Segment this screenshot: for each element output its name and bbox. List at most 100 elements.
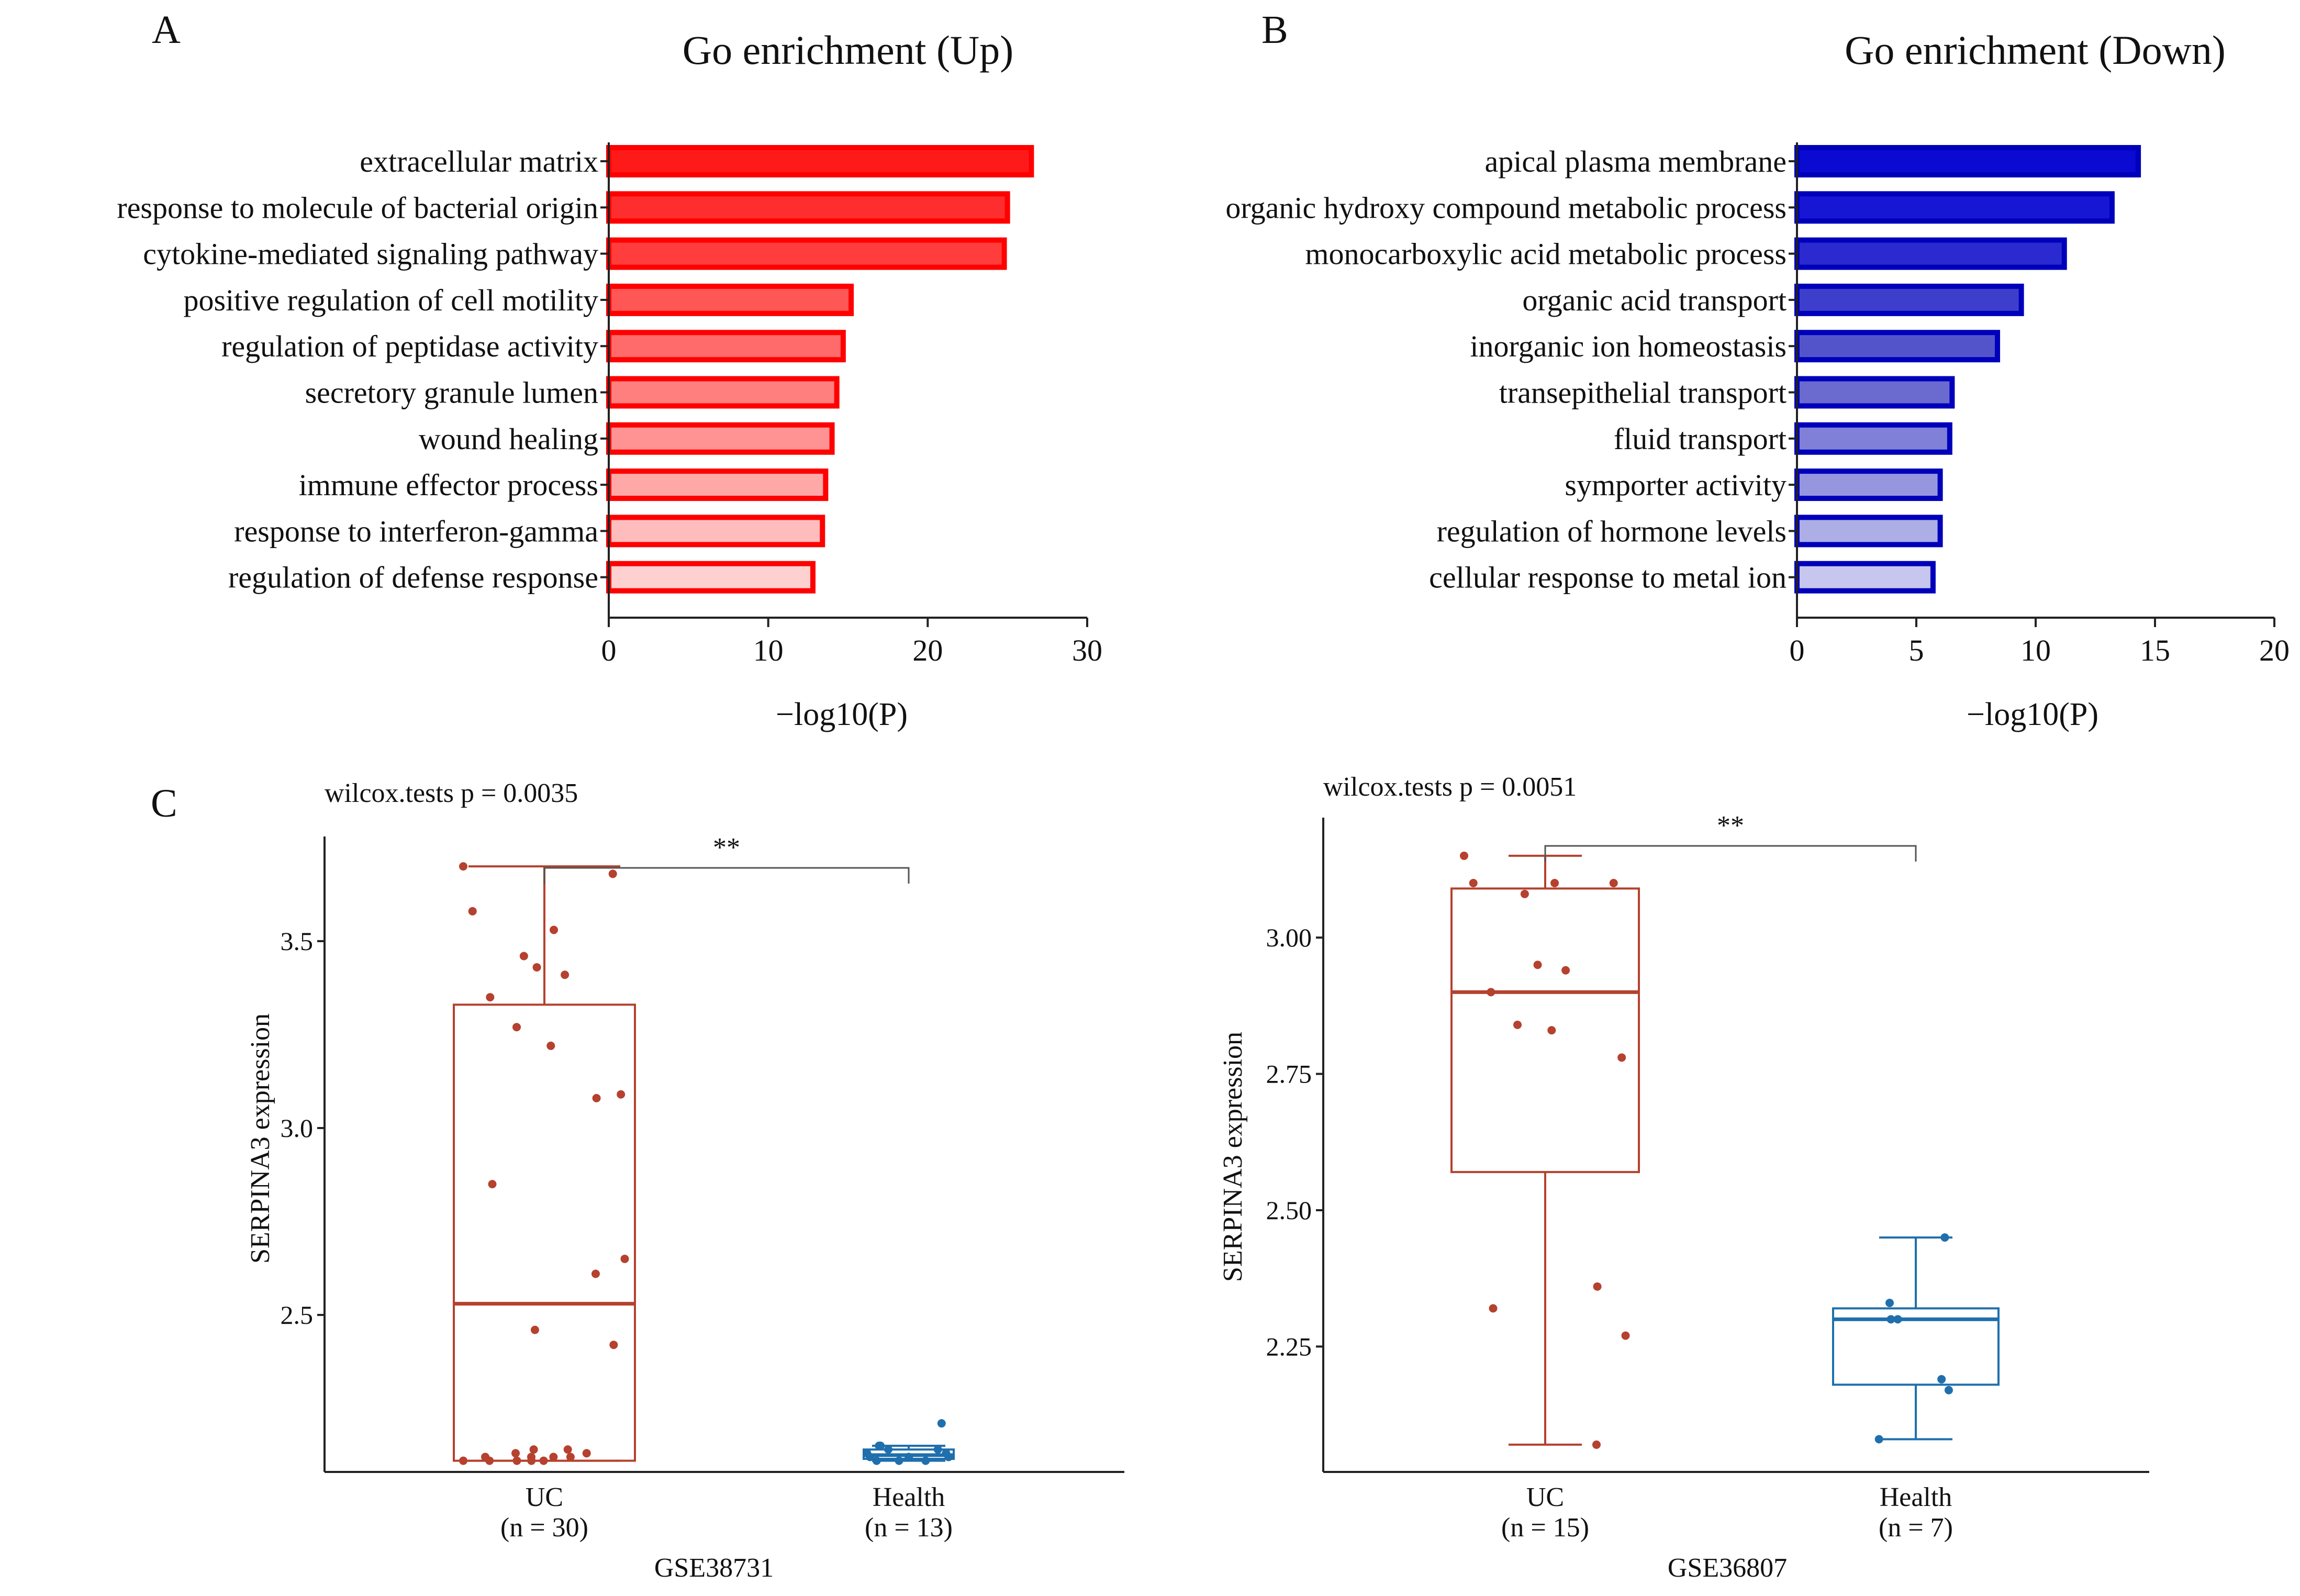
data-point <box>1520 889 1529 898</box>
panel-c2-y-axis-label: SERPINA3 expression <box>1218 1032 1248 1282</box>
box-uc <box>453 1003 636 1462</box>
bar-7 <box>1794 422 1952 455</box>
bar-4 <box>606 283 854 316</box>
data-point <box>1609 879 1618 887</box>
data-point <box>529 1445 538 1454</box>
category-label: fluid transport <box>1614 422 1787 456</box>
data-point <box>566 1453 575 1461</box>
panel-c1-plot: 2.5 3.0 3.5 UC(n = 30) Health(n = 13) ** <box>281 833 1124 1543</box>
group-n-label: (n = 13) <box>865 1513 953 1543</box>
data-point <box>617 1090 626 1099</box>
data-point <box>511 1449 520 1458</box>
data-point <box>1460 851 1468 860</box>
category-label: cellular response to metal ion <box>1429 561 1787 595</box>
box-health <box>1832 1307 2000 1386</box>
category-label: response to molecule of bacterial origin <box>117 191 598 225</box>
bar-9 <box>1794 515 1943 548</box>
bar-8 <box>1794 468 1943 501</box>
panel-a-bars <box>606 145 1034 594</box>
data-point <box>884 1445 893 1454</box>
category-label: wound healing <box>419 422 598 456</box>
bar-8 <box>606 468 829 501</box>
data-point <box>1489 1304 1498 1313</box>
x-tick-label: 0 <box>1790 633 1805 667</box>
data-point <box>582 1449 591 1458</box>
data-point <box>944 1453 953 1461</box>
category-label: apical plasma membrane <box>1484 144 1787 178</box>
category-label: immune effector process <box>299 468 598 502</box>
group-n-label: (n = 15) <box>1501 1513 1589 1543</box>
data-point <box>530 1325 539 1334</box>
x-tick-label: 10 <box>2020 633 2051 667</box>
y-tick-label: 3.0 <box>281 1113 314 1143</box>
box-uc <box>1450 887 1640 1174</box>
bar-2 <box>1794 191 2115 224</box>
data-point <box>550 925 559 934</box>
category-label: organic acid transport <box>1522 283 1787 317</box>
bar-3 <box>606 237 1007 270</box>
bar-1 <box>1794 145 2141 177</box>
x-tick-label: 0 <box>601 633 617 667</box>
x-tick-label: 20 <box>2259 633 2290 667</box>
data-point <box>485 1456 494 1465</box>
bar-10 <box>1794 561 1936 594</box>
category-label: secretory granule lumen <box>305 376 598 410</box>
bar-7 <box>606 422 835 455</box>
panel-c2-x-axis-label: GSE36807 <box>1668 1553 1787 1583</box>
data-point <box>895 1456 903 1465</box>
x-tick-label: 5 <box>1909 633 1924 667</box>
x-tick-label: 30 <box>1072 633 1102 667</box>
bar-3 <box>1794 237 2067 270</box>
category-label: regulation of peptidase activity <box>221 329 598 363</box>
data-point <box>921 1456 930 1465</box>
group-n-label: (n = 30) <box>500 1513 588 1543</box>
data-point <box>1469 879 1478 887</box>
panel-b-letter: B <box>1261 8 1288 52</box>
data-point <box>488 1180 497 1189</box>
panel-c2-title: wilcox.tests p = 0.0051 <box>1323 772 1577 802</box>
data-point <box>468 907 477 916</box>
y-tick-label: 2.25 <box>1266 1332 1312 1361</box>
data-point <box>1944 1386 1953 1394</box>
data-point <box>459 1456 468 1465</box>
data-point <box>1885 1299 1894 1308</box>
significance-stars: ** <box>713 833 740 863</box>
category-label: regulation of hormone levels <box>1437 514 1787 548</box>
y-tick-label: 2.5 <box>281 1300 314 1330</box>
data-point <box>1886 1315 1895 1324</box>
bar-5 <box>1794 330 2001 363</box>
data-point <box>527 1456 536 1465</box>
data-point <box>609 1341 618 1349</box>
data-point <box>486 993 495 1002</box>
data-point <box>546 1041 555 1050</box>
panel-a-title: Go enrichment (Up) <box>683 27 1013 73</box>
data-point <box>1874 1435 1883 1444</box>
data-point <box>591 1269 600 1278</box>
category-label: response to interferon-gamma <box>234 514 598 548</box>
panel-c-gse38731: C wilcox.tests p = 0.0035 SERPINA3 expre… <box>151 778 1124 1583</box>
y-tick-label: 3.5 <box>281 927 314 956</box>
data-point <box>1617 1053 1626 1062</box>
data-point <box>459 862 467 871</box>
panel-b-axes: apical plasma membrane organic hydroxy co… <box>1225 142 2290 667</box>
panel-b-bars <box>1794 145 2141 594</box>
data-point <box>1533 961 1542 969</box>
panel-b-title: Go enrichment (Down) <box>1845 27 2226 73</box>
data-point <box>1940 1233 1949 1242</box>
category-label: transepithelial transport <box>1499 376 1787 410</box>
group-n-label: (n = 7) <box>1879 1513 1953 1543</box>
y-tick-label: 3.00 <box>1266 923 1312 952</box>
group-label: UC <box>526 1482 563 1512</box>
x-tick-label: 20 <box>912 633 943 667</box>
significance-bracket <box>1544 845 1917 862</box>
bar-10 <box>606 561 816 594</box>
data-point <box>1513 1020 1522 1029</box>
data-point <box>532 963 541 972</box>
bar-9 <box>606 515 825 548</box>
category-label: extracellular matrix <box>360 144 598 178</box>
data-point <box>876 1442 885 1450</box>
category-label: symporter activity <box>1565 468 1787 502</box>
data-point <box>539 1456 548 1465</box>
panel-a-axes: extracellular matrix response to molecule… <box>117 142 1102 667</box>
